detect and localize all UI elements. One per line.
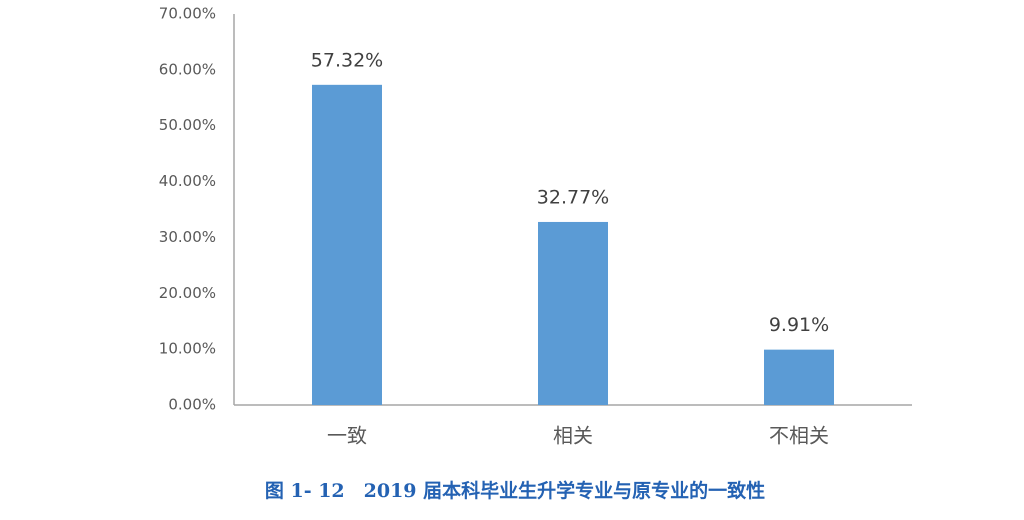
y-tick-label: 0.00%: [168, 396, 216, 414]
y-tick-label: 10.00%: [159, 340, 216, 358]
value-label: 32.77%: [537, 186, 609, 208]
y-tick-label: 40.00%: [159, 172, 216, 190]
x-tick-label: 不相关: [769, 424, 829, 448]
x-tick-label: 相关: [553, 424, 593, 448]
y-tick-label: 60.00%: [159, 60, 216, 78]
y-tick-label: 50.00%: [159, 116, 216, 134]
bar: [312, 84, 382, 406]
bar: [764, 349, 834, 405]
x-tick-label: 一致: [327, 424, 367, 448]
y-tick-label: 20.00%: [159, 284, 216, 302]
value-label: 57.32%: [311, 49, 383, 71]
chart-title: 图 1- 12 2019 届本科毕业生升学专业与原专业的一致性: [265, 479, 765, 502]
bar: [538, 221, 608, 405]
y-tick-label: 30.00%: [159, 228, 216, 246]
y-tick-label: 70.00%: [159, 5, 216, 23]
value-label: 9.91%: [769, 314, 829, 336]
